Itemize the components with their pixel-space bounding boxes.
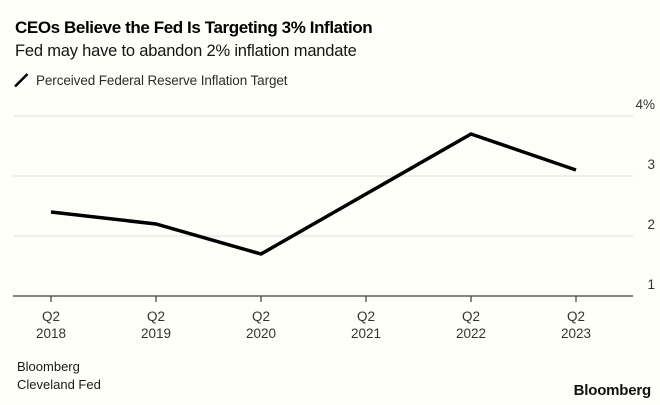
line-series-icon bbox=[14, 73, 29, 88]
x-tick-label-year: 2023 bbox=[561, 326, 591, 341]
x-tick-label-year: 2018 bbox=[36, 326, 66, 341]
x-tick-label-year: 2019 bbox=[141, 326, 171, 341]
x-tick-label-quarter: Q2 bbox=[147, 309, 165, 324]
x-tick-label-quarter: Q2 bbox=[462, 309, 480, 324]
x-tick-label-quarter: Q2 bbox=[42, 309, 60, 324]
bloomberg-wordmark: Bloomberg bbox=[573, 382, 652, 399]
x-tick-label-quarter: Q2 bbox=[567, 309, 585, 324]
series-line bbox=[50, 132, 577, 256]
source-line-2: Cleveland Fed bbox=[17, 377, 101, 392]
y-tick-label: 3 bbox=[647, 157, 655, 172]
source-attribution: Bloomberg Cleveland Fed bbox=[17, 358, 101, 394]
legend-series-label: Perceived Federal Reserve Inflation Targ… bbox=[36, 73, 288, 88]
x-tick-label-year: 2020 bbox=[246, 326, 276, 341]
x-tick-label-quarter: Q2 bbox=[357, 309, 375, 324]
y-tick-label: 4% bbox=[635, 97, 655, 112]
chart-legend: Perceived Federal Reserve Inflation Targ… bbox=[14, 73, 288, 88]
source-line-1: Bloomberg bbox=[17, 359, 80, 374]
chart-subtitle: Fed may have to abandon 2% inflation man… bbox=[15, 42, 357, 60]
x-tick-label-year: 2022 bbox=[456, 326, 486, 341]
x-tick-label-year: 2021 bbox=[351, 326, 381, 341]
y-tick-label: 2 bbox=[647, 217, 655, 232]
chart-title: CEOs Believe the Fed Is Targeting 3% Inf… bbox=[15, 18, 373, 37]
y-tick-label: 1 bbox=[647, 277, 655, 292]
x-tick-label-quarter: Q2 bbox=[252, 309, 270, 324]
